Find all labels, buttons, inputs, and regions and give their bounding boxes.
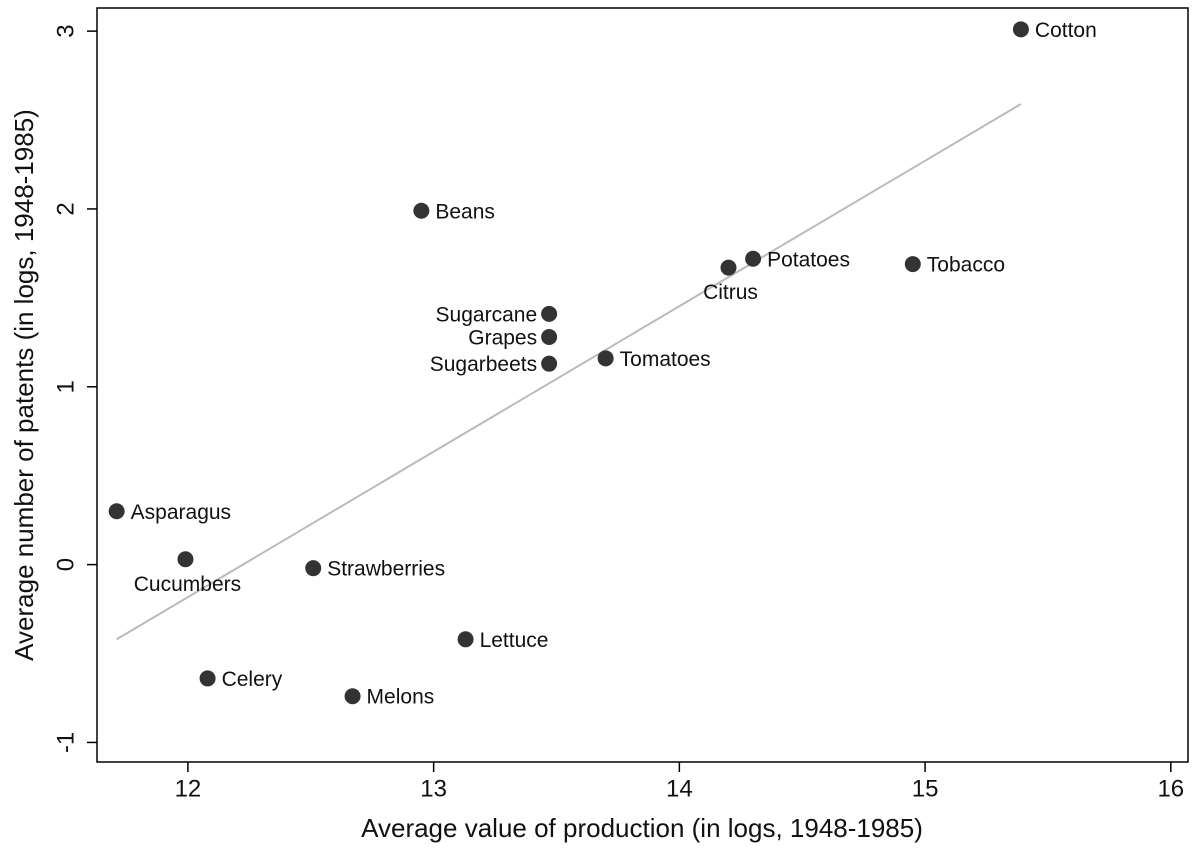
x-tick-label: 14 xyxy=(666,775,693,802)
x-tick-label: 15 xyxy=(912,775,939,802)
point xyxy=(1012,21,1029,38)
point xyxy=(541,305,558,322)
y-tick-label: 3 xyxy=(52,24,79,37)
y-tick-label: -1 xyxy=(52,732,79,753)
point-label: Potatoes xyxy=(767,248,850,271)
point-label: Tomatoes xyxy=(620,348,711,371)
point xyxy=(457,631,474,648)
point xyxy=(108,503,125,520)
point-label: Cotton xyxy=(1035,19,1097,42)
point-label: Sugarbeets xyxy=(430,353,537,376)
y-axis-title: Average number of patents (in logs, 1948… xyxy=(9,109,39,661)
point-label: Asparagus xyxy=(131,501,231,524)
plot-frame xyxy=(96,7,1189,763)
y-tick-label: 2 xyxy=(52,202,79,215)
y-tick-label: 1 xyxy=(52,380,79,393)
point xyxy=(413,202,430,219)
point-label: Celery xyxy=(222,668,283,691)
point xyxy=(305,560,322,577)
point xyxy=(597,350,614,367)
point-label: Citrus xyxy=(703,281,758,304)
point xyxy=(199,670,216,687)
point xyxy=(541,328,558,345)
point xyxy=(904,256,921,273)
fit-line xyxy=(116,103,1022,641)
point-label: Cucumbers xyxy=(134,573,241,596)
point-label: Grapes xyxy=(468,327,537,350)
point xyxy=(541,355,558,372)
point-label: Lettuce xyxy=(480,629,549,652)
y-tick-label: 0 xyxy=(52,558,79,571)
x-tick-label: 16 xyxy=(1157,775,1184,802)
point-label: Tobacco xyxy=(927,254,1005,277)
point-label: Melons xyxy=(367,686,435,709)
point xyxy=(720,259,737,276)
point-label: Sugarcane xyxy=(436,303,538,326)
point xyxy=(177,551,194,568)
point-label: Strawberries xyxy=(327,558,445,581)
x-tick-label: 12 xyxy=(175,775,202,802)
x-axis-title: Average value of production (in logs, 19… xyxy=(361,813,923,843)
point xyxy=(344,688,361,705)
x-tick-label: 13 xyxy=(420,775,447,802)
point-label: Beans xyxy=(435,200,495,223)
point xyxy=(745,250,762,267)
